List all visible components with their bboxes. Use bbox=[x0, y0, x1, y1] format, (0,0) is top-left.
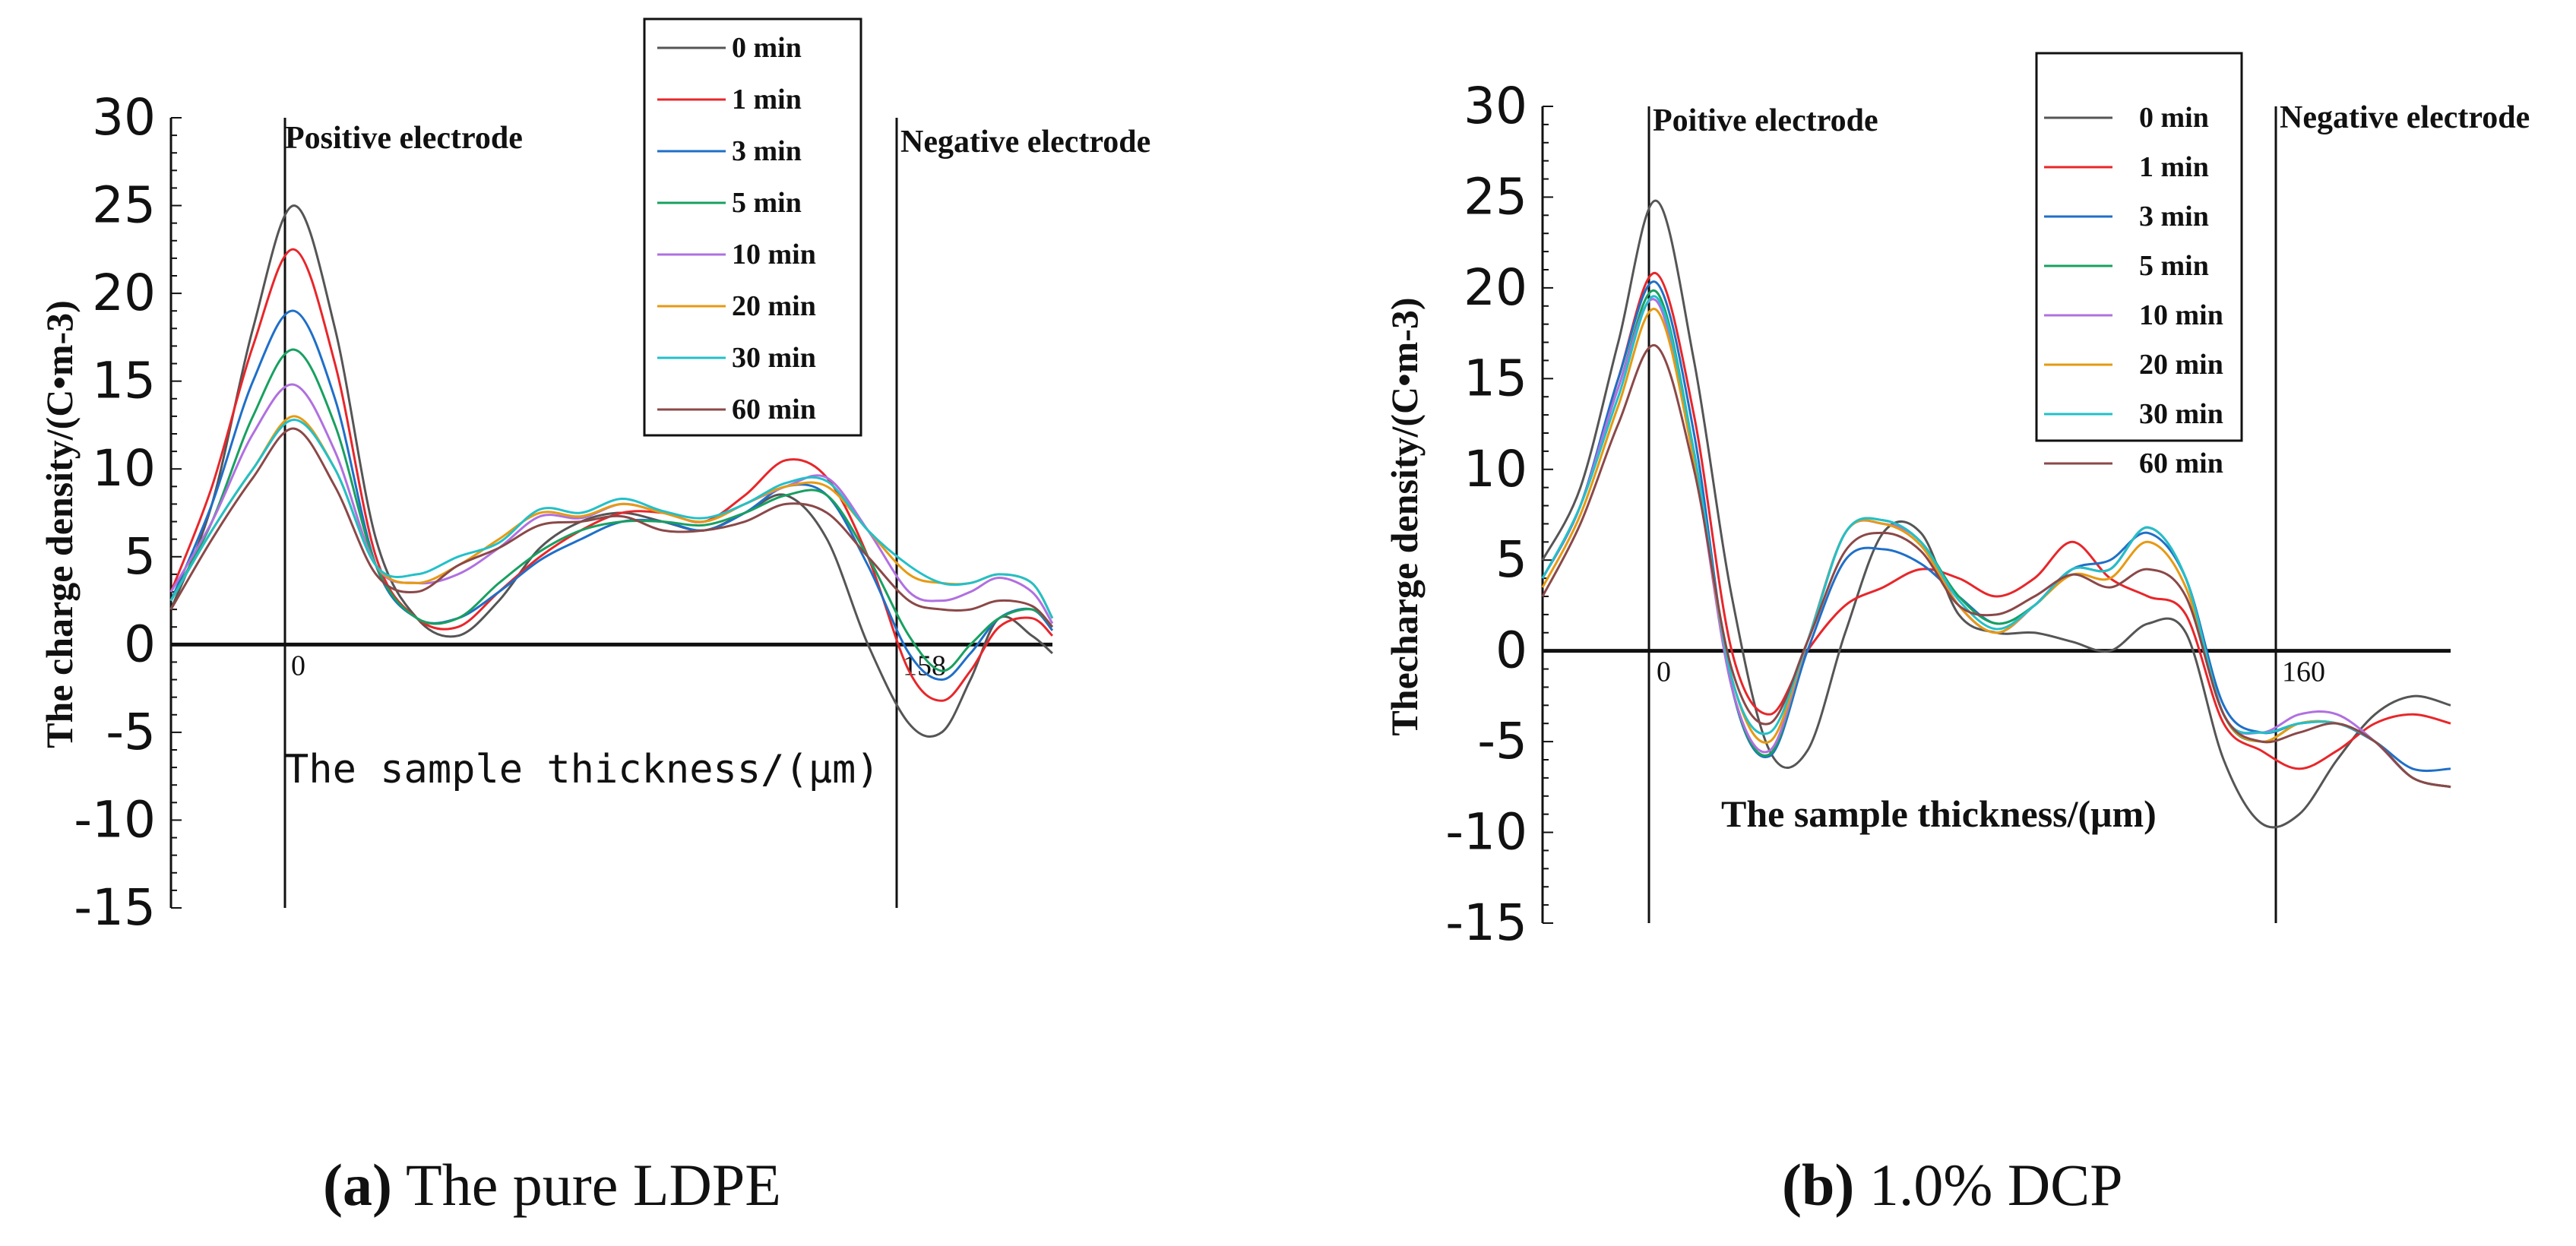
legend-label: 5 min bbox=[732, 187, 802, 219]
y-tick-label: 25 bbox=[92, 176, 156, 235]
y-tick-label: -15 bbox=[74, 878, 156, 937]
y-tick-label: 15 bbox=[1464, 349, 1527, 407]
caption-b: (b) 1.0% DCP bbox=[1782, 1151, 2123, 1219]
caption-b-text: 1.0% DCP bbox=[1854, 1152, 2123, 1218]
y-axis-title: The charge density/(C•m-3) bbox=[38, 300, 81, 748]
series-line bbox=[169, 427, 1054, 628]
electrode-label: Positive electrode bbox=[285, 121, 523, 156]
series-line bbox=[169, 248, 1054, 702]
legend-label: 3 min bbox=[2139, 201, 2209, 232]
series-line bbox=[1541, 272, 2451, 770]
legend-label: 60 min bbox=[2139, 447, 2223, 479]
y-axis-title: Thecharge density/(C•m-3) bbox=[1383, 297, 1426, 735]
electrode-label: Negative electrode bbox=[900, 125, 1150, 160]
legend-label: 30 min bbox=[2139, 398, 2223, 430]
series-line bbox=[1541, 199, 2451, 829]
y-tick-label: 10 bbox=[92, 439, 156, 498]
caption-a: (a) The pure LDPE bbox=[323, 1151, 781, 1219]
series-line bbox=[169, 309, 1054, 682]
legend-label: 60 min bbox=[732, 394, 816, 425]
y-tick-label: 20 bbox=[92, 264, 156, 322]
legend-label: 30 min bbox=[732, 342, 816, 374]
x-axis-title: The sample thickness/(μm) bbox=[1721, 792, 2157, 835]
y-tick-label: 25 bbox=[1464, 167, 1527, 226]
legend-label: 20 min bbox=[732, 290, 816, 322]
series-line bbox=[169, 348, 1054, 672]
legend-label: 5 min bbox=[2139, 250, 2209, 282]
x-tick-label: 0 bbox=[1657, 656, 1671, 688]
y-tick-label: 10 bbox=[1464, 440, 1527, 498]
legend-label: 10 min bbox=[2139, 299, 2223, 331]
caption-a-text: The pure LDPE bbox=[391, 1152, 781, 1218]
electrode-label: Negative electrode bbox=[2280, 100, 2530, 135]
legend-box bbox=[643, 17, 862, 437]
chart-panel-a: 30 25 20 15 10 5 0 -5 -10 -15 Positive electrode Ne… bbox=[38, 17, 1150, 937]
y-tick-label: 30 bbox=[92, 88, 156, 147]
y-tick-label: 0 bbox=[124, 615, 156, 673]
legend-label: 1 min bbox=[2139, 151, 2209, 183]
legend-label: 10 min bbox=[732, 239, 816, 270]
legend-label: 20 min bbox=[2139, 349, 2223, 381]
y-tick-label: 15 bbox=[92, 352, 156, 410]
legend-label: 3 min bbox=[732, 135, 802, 167]
series-line bbox=[1541, 343, 2451, 789]
series-line bbox=[1541, 295, 2451, 789]
x-axis-title: The sample thickness/(μm) bbox=[285, 747, 880, 792]
legend-label: 0 min bbox=[2139, 102, 2209, 134]
caption-a-letter: (a) bbox=[323, 1152, 392, 1218]
chart-panel-b: 30 25 20 15 10 5 0 -5 -10 -15 Poitive electrode Neg… bbox=[1383, 52, 2530, 952]
legend-label: 0 min bbox=[732, 32, 802, 64]
caption-b-letter: (b) bbox=[1782, 1152, 1855, 1218]
y-tick-label: -15 bbox=[1445, 893, 1527, 952]
y-tick-label: 30 bbox=[1464, 77, 1527, 135]
y-tick-label: 5 bbox=[124, 527, 156, 586]
y-tick-label: -10 bbox=[74, 790, 156, 849]
y-tick-label: -5 bbox=[1477, 712, 1527, 770]
y-tick-label: -5 bbox=[106, 703, 156, 761]
series-line bbox=[1541, 280, 2451, 773]
series-line bbox=[1541, 308, 2451, 789]
y-tick-label: 5 bbox=[1495, 530, 1527, 589]
y-tick-label: 0 bbox=[1495, 621, 1527, 680]
y-tick-label: 20 bbox=[1464, 258, 1527, 317]
x-tick-label: 160 bbox=[2282, 656, 2325, 688]
x-tick-label: 0 bbox=[291, 650, 305, 682]
y-tick-label: -10 bbox=[1445, 803, 1527, 862]
electrode-label: Poitive electrode bbox=[1653, 103, 1878, 138]
series-line bbox=[169, 418, 1054, 619]
legend-label: 1 min bbox=[732, 84, 802, 115]
